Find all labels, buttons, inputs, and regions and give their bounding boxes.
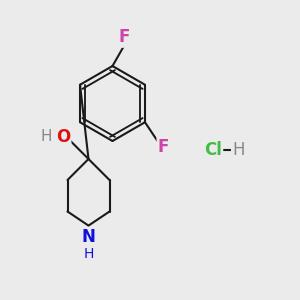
Text: F: F xyxy=(119,28,130,46)
Text: F: F xyxy=(158,138,169,156)
Text: Cl: Cl xyxy=(204,141,222,159)
Text: H: H xyxy=(232,141,245,159)
Text: H: H xyxy=(83,247,94,260)
Text: O: O xyxy=(56,128,70,146)
Text: H: H xyxy=(41,129,52,144)
Text: N: N xyxy=(82,228,95,246)
